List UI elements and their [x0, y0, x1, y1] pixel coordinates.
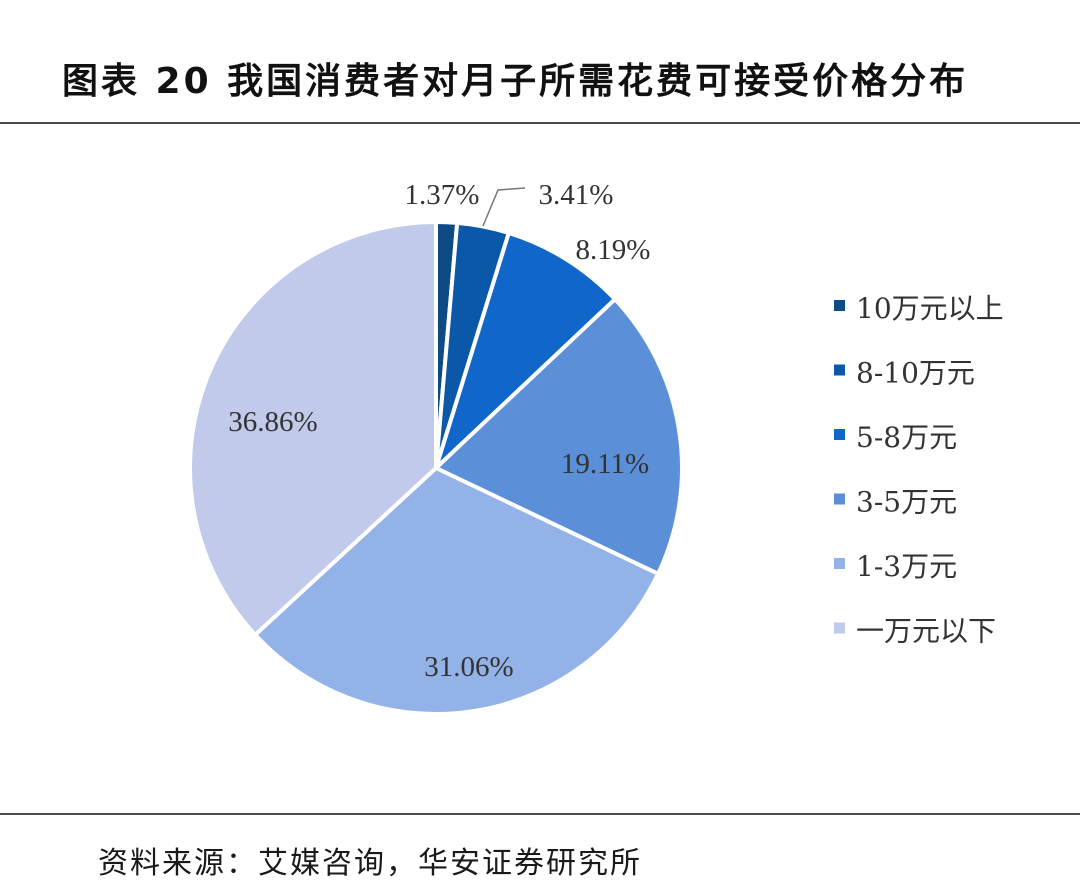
legend-label-5: 一万元以下 — [856, 615, 996, 648]
legend-label-0: 10万元以上 — [856, 292, 1004, 325]
pie-slices — [188, 220, 684, 716]
data-label-2: 8.19% — [576, 234, 651, 266]
pie-slice-3 — [434, 297, 684, 576]
source-note: 资料来源：艾媒咨询，华安证券研究所 — [98, 846, 642, 881]
legend-label-3: 3-5万元 — [856, 486, 957, 519]
chart-title: 图表 20 我国消费者对月子所需花费可接受价格分布 — [62, 61, 969, 102]
legend-label-1: 8-10万元 — [856, 357, 975, 390]
data-label-5: 36.86% — [228, 406, 317, 438]
data-label-0: 1.37% — [405, 179, 480, 211]
data-label-1: 3.41% — [539, 179, 614, 211]
legend-swatch-1 — [834, 364, 845, 376]
pie-slice-5 — [188, 220, 438, 637]
legend-swatch-3 — [834, 493, 845, 505]
bottom-divider — [0, 813, 1080, 815]
top-divider — [0, 122, 1080, 124]
data-labels: 1.37% 3.41% 8.19% 19.11% 31.06% 36.86% — [228, 179, 650, 683]
legend-swatch-4 — [834, 558, 845, 569]
legend-label-2: 5-8万元 — [856, 421, 957, 454]
pie-slice-2 — [434, 231, 618, 470]
legend-swatch-5 — [834, 622, 845, 634]
legend-label-4: 1-3万元 — [856, 550, 957, 583]
pie-slice-4 — [253, 466, 661, 716]
data-label-4: 31.06% — [424, 651, 513, 683]
data-label-3: 19.11% — [561, 448, 649, 480]
legend-swatch-0 — [834, 300, 845, 311]
legend-swatch-2 — [834, 429, 845, 440]
leader-lines — [482, 187, 526, 227]
pie-chart: 1.37% 3.41% 8.19% 19.11% 31.06% 36.86% 10万元以上… — [188, 179, 1004, 716]
leader-line — [482, 187, 526, 227]
